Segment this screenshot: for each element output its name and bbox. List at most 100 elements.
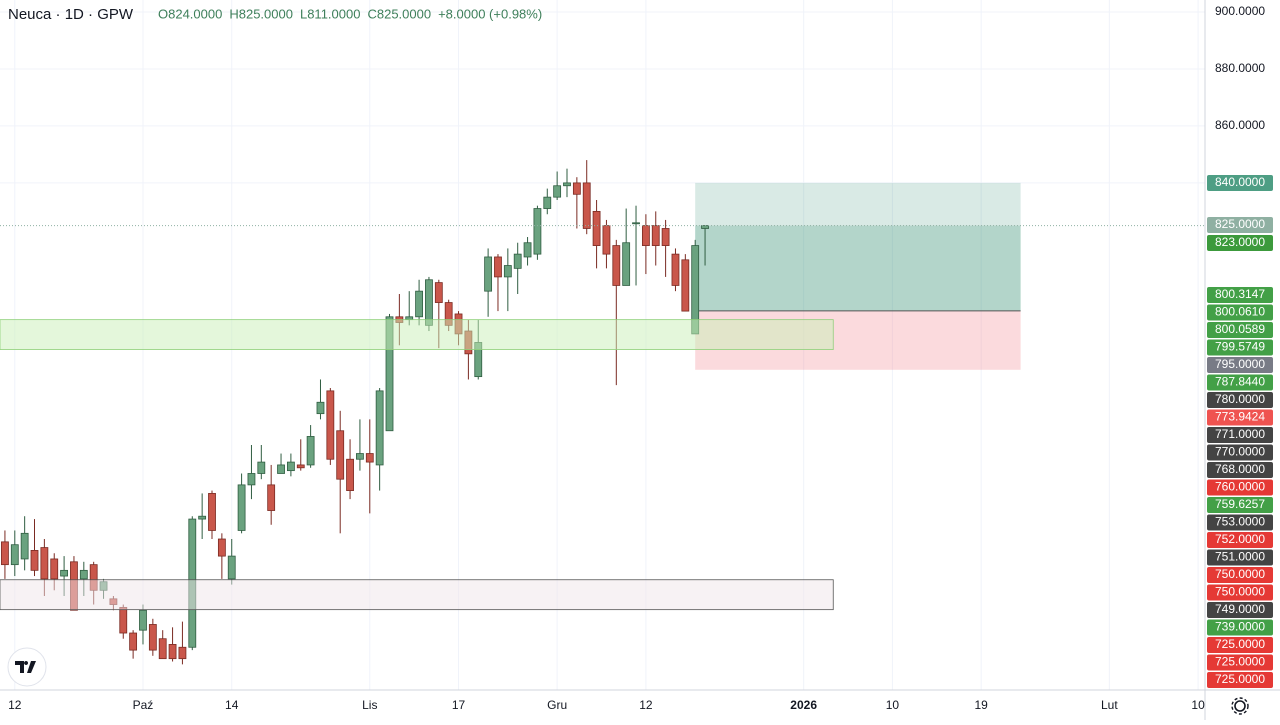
candle-body [494, 256, 502, 278]
candle-body [1, 541, 9, 566]
candle-body [237, 484, 246, 531]
candle-body [267, 484, 276, 511]
price-tag-label: 800.0589 [1215, 322, 1265, 336]
candle-body [316, 401, 325, 415]
candle-body [20, 532, 29, 560]
candle-body [513, 253, 522, 269]
price-tag-label: 753.0000 [1215, 515, 1265, 529]
candle-body [40, 547, 49, 580]
settings-icon[interactable] [1231, 697, 1249, 715]
ohlc-value: L811.0000 [300, 6, 361, 21]
price-tag-label: 725.0000 [1215, 637, 1265, 651]
candle-body [533, 208, 542, 255]
price-tag-label: 840.0000 [1215, 175, 1265, 189]
candle-body [208, 493, 216, 531]
candle-body [296, 464, 305, 469]
price-tag-label: 751.0000 [1215, 550, 1265, 564]
candle-body [148, 624, 157, 651]
price-tag-label: 825.0000 [1215, 217, 1265, 231]
price-tag-label: 725.0000 [1215, 655, 1265, 669]
x-tick-label: 12 [8, 698, 22, 712]
price-tag [1207, 514, 1273, 531]
zone [0, 579, 834, 611]
candle-body [385, 316, 394, 432]
price-tag [1207, 549, 1273, 566]
price-tag [1207, 654, 1273, 671]
price-tag [1207, 287, 1273, 303]
candle-body [651, 225, 660, 246]
candle-body [217, 538, 226, 557]
x-tick-label: 14 [225, 698, 239, 712]
candle-body [612, 245, 621, 286]
price-tag-label: 799.5749 [1215, 340, 1265, 354]
x-tick-label: 12 [639, 698, 653, 712]
price-tag-label: 749.0000 [1215, 602, 1265, 616]
candle-body [158, 638, 167, 660]
candle-body [168, 644, 177, 660]
price-tag [1207, 567, 1273, 583]
candle-body [50, 558, 59, 580]
x-tick-label: 17 [452, 698, 466, 712]
target-zone [695, 182, 1021, 311]
price-tag [1207, 235, 1273, 251]
candle-body [375, 390, 384, 466]
x-tick-label: Lis [362, 698, 377, 712]
price-tag-label: 795.0000 [1215, 357, 1265, 371]
candle-body [286, 461, 295, 472]
candle-body [257, 461, 266, 474]
x-tick-label: 19 [974, 698, 988, 712]
legend-title: Neuca · 1D · GPW [8, 6, 134, 23]
candle-body [503, 265, 512, 278]
price-tag-label: 725.0000 [1215, 672, 1265, 686]
candle-body [434, 282, 443, 303]
x-tick-label: Gru [547, 698, 567, 712]
candle-body [227, 555, 236, 580]
x-tick-label: Lut [1101, 698, 1118, 712]
price-tag [1207, 374, 1273, 391]
candle-body [326, 390, 335, 460]
candle-body [247, 473, 256, 486]
price-tag [1207, 584, 1273, 601]
price-tag-label: 739.0000 [1215, 620, 1265, 634]
candle-body [602, 225, 611, 255]
price-tag-label: 752.0000 [1215, 532, 1265, 546]
candle-body [632, 222, 640, 225]
candle-body [582, 182, 591, 229]
ohlc-value: +8.0000 (+0.98%) [438, 6, 542, 21]
candle-body [119, 606, 128, 634]
ohlc-value: O824.0000 [158, 6, 222, 21]
y-tick-label: 880.0000 [1215, 61, 1265, 75]
candle-body [572, 182, 581, 195]
price-tag [1207, 637, 1273, 653]
price-tag [1207, 497, 1273, 513]
price-tag-label: 750.0000 [1215, 585, 1265, 599]
price-tag [1207, 532, 1273, 548]
price-tag-label: 771.0000 [1215, 427, 1265, 441]
candle-body [346, 458, 354, 491]
zone [0, 319, 834, 350]
price-tag-label: 800.0610 [1215, 305, 1265, 319]
price-tag-label: 750.0000 [1215, 567, 1265, 581]
price-tag-label: 787.8440 [1215, 375, 1265, 389]
candle-body [277, 464, 285, 474]
candle-body [543, 196, 552, 209]
price-tag [1207, 175, 1273, 191]
candle-body [306, 436, 315, 466]
candle-body [10, 544, 19, 566]
price-tag-label: 760.0000 [1215, 480, 1265, 494]
ohlc-value: H825.0000 [229, 6, 293, 21]
candle-body [79, 569, 88, 580]
price-tag-label: 780.0000 [1215, 392, 1265, 406]
candle-body [60, 569, 68, 577]
price-tag-label: 770.0000 [1215, 445, 1265, 459]
price-tag [1207, 304, 1273, 321]
x-tick-label: 2026 [790, 698, 817, 712]
candle-body [336, 430, 345, 480]
price-tag [1207, 619, 1273, 636]
price-tag [1207, 339, 1273, 356]
candle-body [681, 259, 690, 312]
price-tag [1207, 322, 1273, 338]
price-tag [1207, 392, 1273, 408]
